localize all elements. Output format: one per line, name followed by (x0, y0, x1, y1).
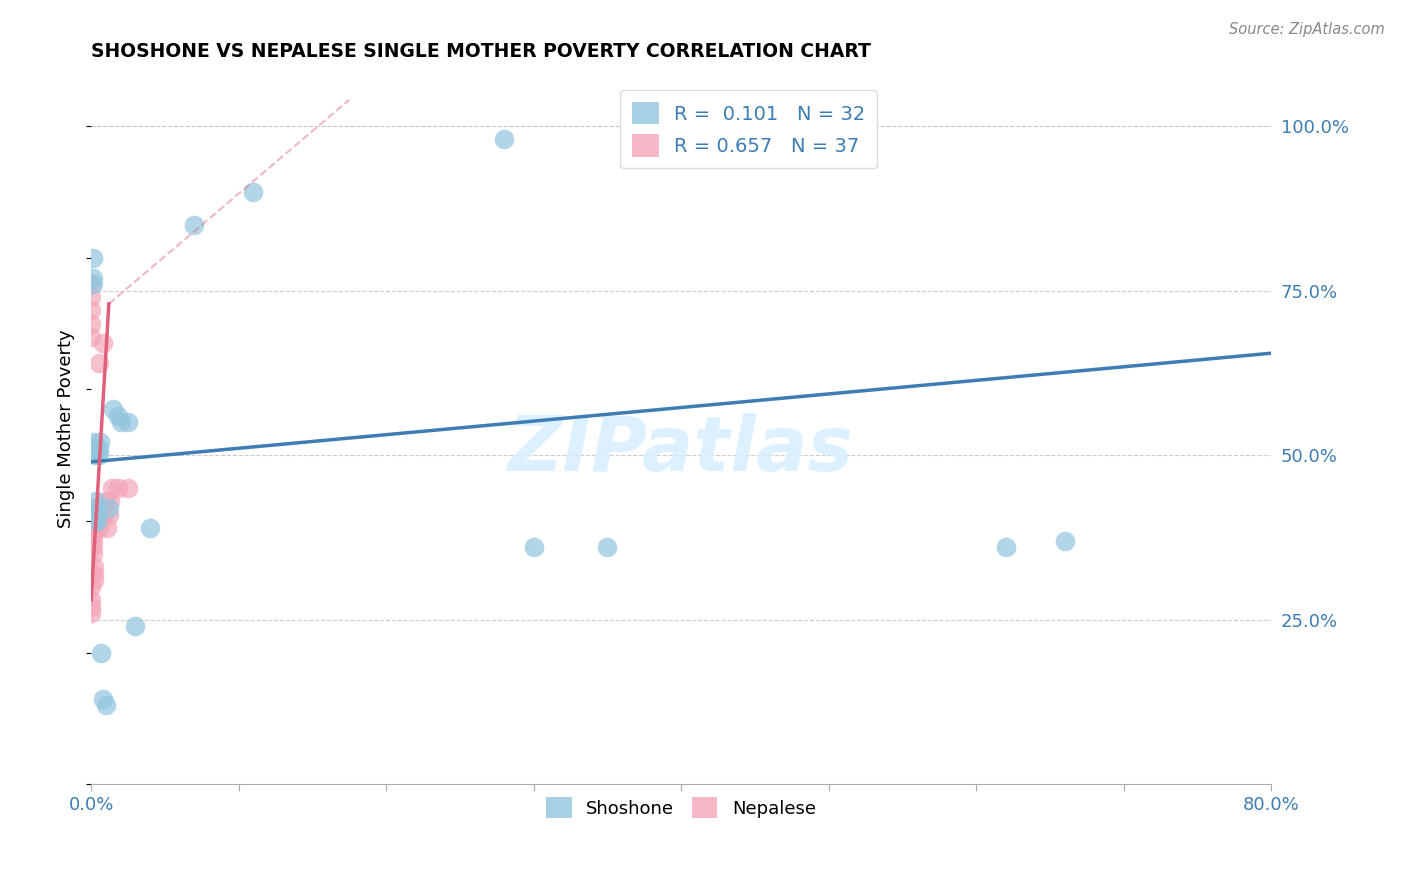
Point (86, 508, 108, 522)
Point (94, 698, 117, 713)
Y-axis label: Single Mother Poverty: Single Mother Poverty (58, 330, 75, 528)
Text: Source: ZipAtlas.com: Source: ZipAtlas.com (1229, 22, 1385, 37)
Point (82, 251, 104, 265)
Point (82, 508, 104, 522)
Point (80, 277, 103, 291)
Point (80, 303, 103, 318)
Point (80, 580, 103, 594)
Point (98, 494, 121, 508)
Point (82, 541, 104, 555)
Point (97, 508, 120, 522)
Text: SHOSHONE VS NEPALESE SINGLE MOTHER POVERTY CORRELATION CHART: SHOSHONE VS NEPALESE SINGLE MOTHER POVER… (91, 42, 872, 61)
Point (86, 500, 108, 515)
Point (80, 330, 103, 344)
Point (101, 481, 124, 495)
Point (84, 514, 107, 528)
Point (97, 500, 120, 515)
Point (89, 435, 111, 450)
Point (94, 494, 117, 508)
Point (82, 521, 104, 535)
Point (84, 494, 107, 508)
Text: ZIPatlas: ZIPatlas (508, 413, 853, 487)
Point (83, 448, 105, 462)
Point (80, 607, 103, 621)
Point (107, 481, 129, 495)
Point (89, 514, 111, 528)
Point (80, 317, 103, 331)
Point (80, 290, 103, 304)
Point (83, 442, 105, 456)
Point (83, 560, 105, 574)
Point (83, 566, 105, 581)
Point (91, 691, 114, 706)
Point (90, 646, 112, 660)
Point (183, 218, 205, 232)
Point (82, 527, 104, 541)
Point (80, 599, 103, 614)
Point (96, 521, 118, 535)
Point (117, 415, 139, 429)
Point (1053, 533, 1076, 548)
Point (86, 508, 108, 522)
Point (87, 356, 110, 370)
Point (523, 541, 546, 555)
Point (87, 442, 110, 456)
Point (82, 270, 104, 285)
Point (83, 435, 105, 450)
Point (82, 533, 104, 548)
Point (82, 277, 104, 291)
Point (84, 500, 107, 515)
Point (82, 547, 104, 561)
Point (84, 521, 107, 535)
Point (87, 448, 110, 462)
Point (87, 521, 110, 535)
Point (93, 508, 115, 522)
Point (82, 500, 104, 515)
Point (494, 132, 516, 146)
Point (91, 336, 114, 351)
Point (103, 402, 125, 417)
Point (86, 514, 108, 528)
Point (994, 541, 1017, 555)
Point (117, 481, 139, 495)
Point (110, 415, 132, 429)
Point (83, 574, 105, 588)
Legend: Shoshone, Nepalese: Shoshone, Nepalese (538, 790, 823, 825)
Point (596, 541, 619, 555)
Point (84, 514, 107, 528)
Point (90, 508, 112, 522)
Point (107, 409, 129, 423)
Point (242, 185, 264, 199)
Point (86, 514, 108, 528)
Point (124, 619, 146, 633)
Point (82, 514, 104, 528)
Point (139, 521, 162, 535)
Point (80, 593, 103, 607)
